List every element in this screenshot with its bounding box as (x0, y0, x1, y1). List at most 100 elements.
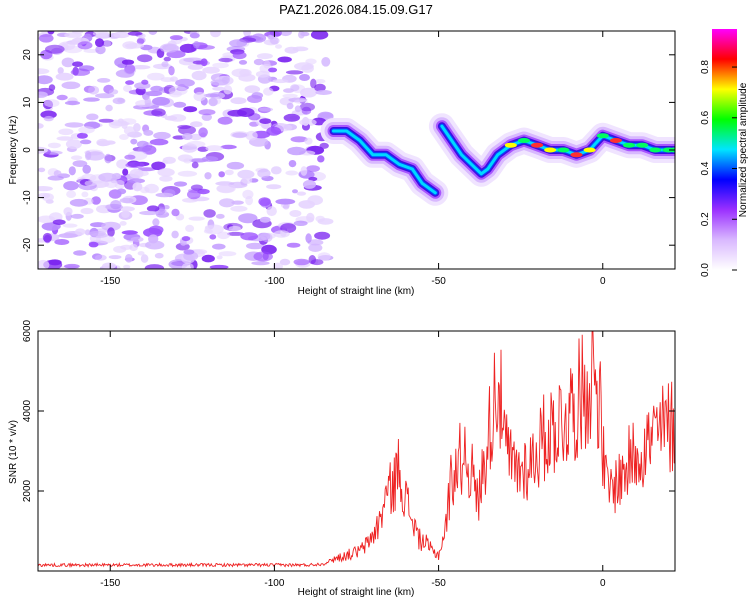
noise-blob (151, 161, 166, 171)
noise-blob (301, 116, 310, 126)
spectrogram-y-tick-label: 0 (22, 147, 33, 153)
noise-blob (70, 68, 91, 76)
noise-blob (73, 250, 87, 256)
noise-blob (315, 90, 333, 95)
noise-blob (251, 92, 264, 99)
spectrogram-x-axis-label: Height of straight line (km) (298, 286, 415, 297)
noise-blobs (38, 31, 334, 269)
snr-x-tick-label: 0 (600, 578, 606, 589)
colorbar-tick-label: 0.8 (700, 60, 711, 74)
figure-title: PAZ1.2026.084.15.09.G17 (279, 2, 433, 17)
noise-blob (283, 113, 300, 122)
noise-blob (208, 97, 218, 107)
noise-blob (217, 116, 233, 125)
signal-hotspot (531, 142, 544, 148)
noise-blob (294, 99, 308, 104)
colorbar-tick-label: 0.6 (700, 110, 711, 124)
noise-blob (177, 154, 193, 162)
snr-ticks: -150 -100 -50 0 2000 4000 6000 (22, 319, 675, 589)
noise-blob (321, 57, 331, 67)
noise-blob (120, 244, 133, 250)
noise-blob (130, 236, 144, 242)
noise-blob (121, 210, 130, 219)
noise-blob (38, 75, 53, 85)
signal-hotspot (544, 147, 557, 153)
noise-blob (245, 195, 254, 206)
noise-blob (38, 91, 48, 98)
noise-blob (98, 118, 114, 123)
noise-blob (72, 160, 88, 168)
noise-blob (203, 93, 220, 98)
noise-blob (61, 57, 75, 68)
noise-blob (298, 200, 316, 209)
noise-blob (245, 130, 258, 141)
noise-blob (179, 43, 197, 54)
noise-blob (136, 38, 145, 45)
noise-blob (175, 78, 195, 87)
noise-blob (189, 32, 200, 39)
noise-blob (285, 170, 299, 176)
noise-blob (148, 225, 164, 235)
noise-blob (232, 51, 247, 60)
noise-blob (209, 234, 217, 240)
noise-blob (81, 191, 89, 198)
noise-blob (114, 57, 128, 68)
noise-blob (121, 230, 138, 235)
noise-blob (294, 105, 302, 113)
noise-blob (220, 144, 237, 150)
signal-hotspot (518, 138, 530, 143)
noise-blob (177, 124, 191, 130)
noise-blob (288, 160, 297, 168)
noise-blob (149, 138, 169, 146)
noise-blob (55, 72, 74, 81)
noise-blob (125, 43, 145, 49)
signal-hotspot (609, 138, 622, 143)
spectrogram-y-tick-label: 10 (22, 96, 33, 108)
noise-blob (251, 261, 270, 266)
noise-blob (215, 213, 225, 219)
noise-blob (279, 258, 291, 266)
noise-blob (92, 31, 110, 37)
signal-hotspot (649, 147, 662, 153)
noise-blob (273, 230, 290, 238)
noise-blob (168, 114, 187, 122)
snr-frame (37, 330, 676, 572)
noise-blob (173, 101, 187, 108)
noise-blob (137, 54, 153, 63)
noise-blob (292, 189, 298, 194)
noise-blob (305, 58, 317, 65)
noise-blob (204, 172, 212, 180)
noise-blob (125, 162, 145, 169)
noise-blob (193, 41, 200, 49)
spectrogram-x-tick-label: -150 (100, 276, 120, 287)
noise-blob (198, 127, 208, 138)
noise-blob (42, 232, 53, 243)
noise-blob (147, 72, 165, 81)
noise-blob (305, 233, 312, 244)
noise-blob (310, 259, 324, 266)
noise-blob (190, 184, 203, 191)
noise-blob (244, 85, 261, 94)
noise-blob (150, 85, 164, 92)
noise-blob (302, 179, 317, 189)
noise-blob (226, 161, 245, 170)
noise-blob (57, 67, 64, 75)
noise-blob (123, 126, 136, 136)
noise-blob (306, 165, 320, 173)
noise-blob (282, 93, 298, 98)
noise-blob (54, 239, 70, 245)
noise-blob (144, 97, 151, 107)
noise-blob (275, 44, 282, 49)
noise-blob (246, 242, 265, 250)
colorbar-tick-label: 0.2 (700, 212, 711, 226)
noise-blob (78, 126, 95, 134)
noise-blob (159, 175, 173, 182)
noise-blob (38, 68, 50, 75)
noise-blob (181, 262, 194, 269)
noise-blob (122, 168, 129, 176)
noise-blob (151, 108, 166, 117)
noise-blob (191, 70, 207, 81)
noise-blob (286, 102, 294, 110)
noise-blob (280, 223, 297, 233)
noise-blob (201, 113, 212, 121)
